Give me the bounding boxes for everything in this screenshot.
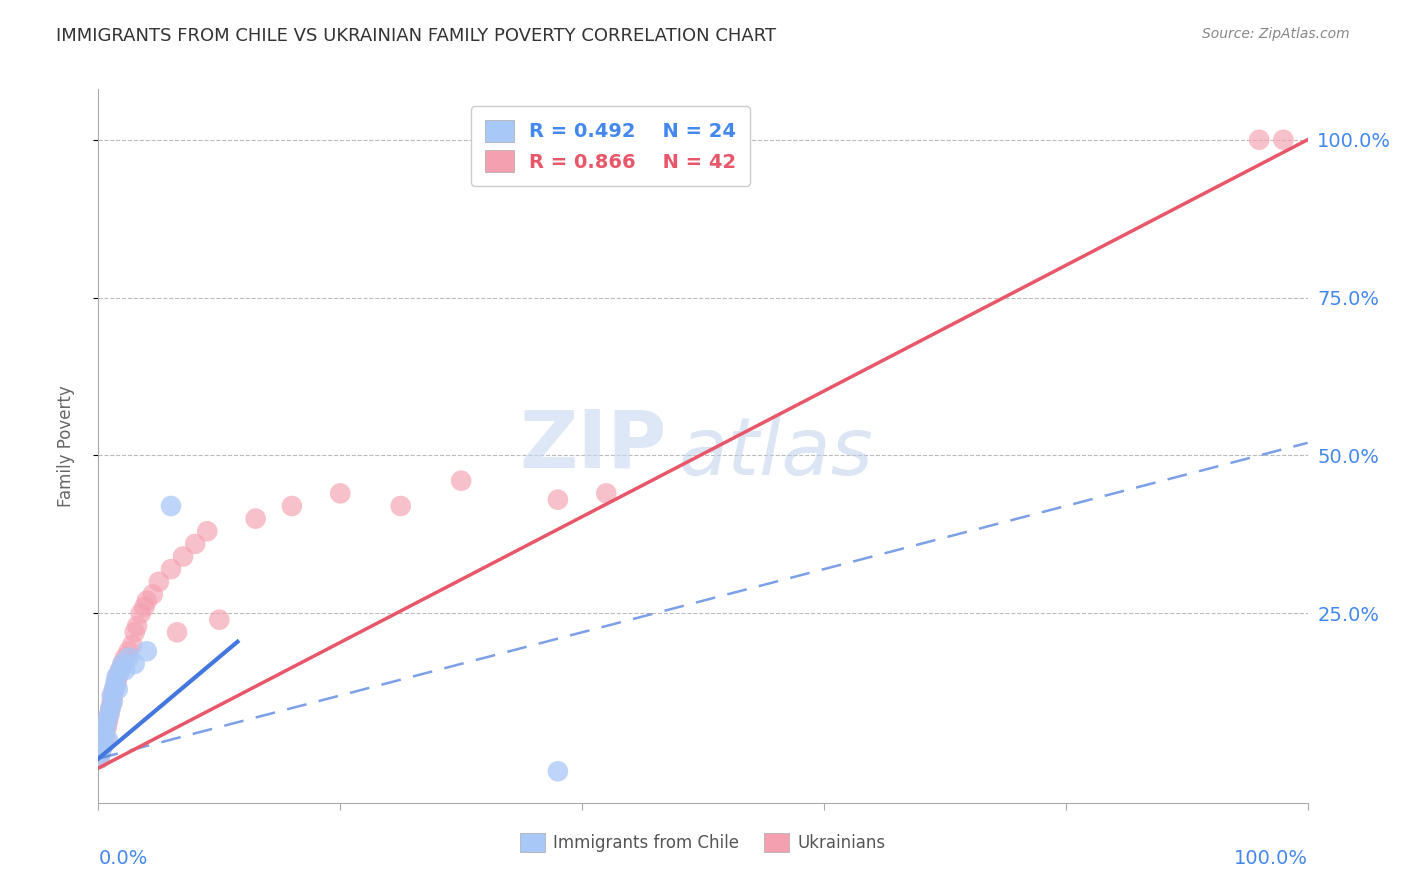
Point [148, 574, 170, 589]
Point [98, 707, 121, 722]
Point [114, 663, 136, 677]
Text: ZIP: ZIP [519, 407, 666, 485]
Point [100, 701, 122, 715]
Point [108, 663, 131, 677]
Point [135, 644, 157, 658]
Point [118, 644, 141, 658]
Point [160, 499, 183, 513]
Point [91, 732, 114, 747]
Point [104, 675, 127, 690]
Point [94, 720, 117, 734]
Point [96, 714, 118, 728]
Text: Source: ZipAtlas.com: Source: ZipAtlas.com [1202, 27, 1350, 41]
Point [90, 745, 112, 759]
Point [105, 669, 128, 683]
Point [129, 607, 152, 621]
Point [1249, 133, 1271, 147]
Point [107, 669, 129, 683]
Point [94, 732, 117, 747]
Point [101, 695, 124, 709]
Point [114, 650, 136, 665]
Point [121, 638, 143, 652]
Point [281, 499, 304, 513]
Point [172, 549, 194, 564]
Point [166, 625, 188, 640]
Point [89, 751, 111, 765]
Point [389, 499, 412, 513]
Point [98, 707, 121, 722]
Point [91, 739, 114, 753]
Point [100, 701, 122, 715]
Point [111, 657, 134, 671]
Point [100, 695, 122, 709]
Point [450, 474, 472, 488]
Point [90, 745, 112, 759]
Point [245, 511, 267, 525]
Point [100, 689, 122, 703]
Point [184, 537, 207, 551]
Text: atlas: atlas [679, 414, 873, 492]
Point [89, 751, 111, 765]
Point [91, 732, 114, 747]
Point [93, 726, 115, 740]
Point [97, 714, 120, 728]
Point [547, 764, 569, 779]
Point [135, 593, 157, 607]
Point [195, 524, 218, 539]
Point [595, 486, 617, 500]
Point [105, 675, 128, 690]
Y-axis label: Family Poverty: Family Poverty [56, 385, 75, 507]
Point [96, 720, 118, 734]
Point [111, 657, 134, 671]
Text: 100.0%: 100.0% [1233, 849, 1308, 868]
Legend: Immigrants from Chile, Ukrainians: Immigrants from Chile, Ukrainians [513, 826, 893, 859]
Point [547, 492, 569, 507]
Point [134, 600, 156, 615]
Point [103, 682, 125, 697]
Point [127, 619, 149, 633]
Point [93, 726, 115, 740]
Point [107, 682, 129, 697]
Point [160, 562, 183, 576]
Point [124, 625, 146, 640]
Point [103, 682, 125, 697]
Point [208, 613, 231, 627]
Point [1272, 133, 1295, 147]
Point [124, 657, 146, 671]
Point [118, 650, 141, 665]
Text: IMMIGRANTS FROM CHILE VS UKRAINIAN FAMILY POVERTY CORRELATION CHART: IMMIGRANTS FROM CHILE VS UKRAINIAN FAMIL… [56, 27, 776, 45]
Point [142, 587, 165, 601]
Text: 0.0%: 0.0% [98, 849, 148, 868]
Point [101, 689, 124, 703]
Point [91, 739, 114, 753]
Point [97, 732, 120, 747]
Point [108, 663, 131, 677]
Point [329, 486, 352, 500]
